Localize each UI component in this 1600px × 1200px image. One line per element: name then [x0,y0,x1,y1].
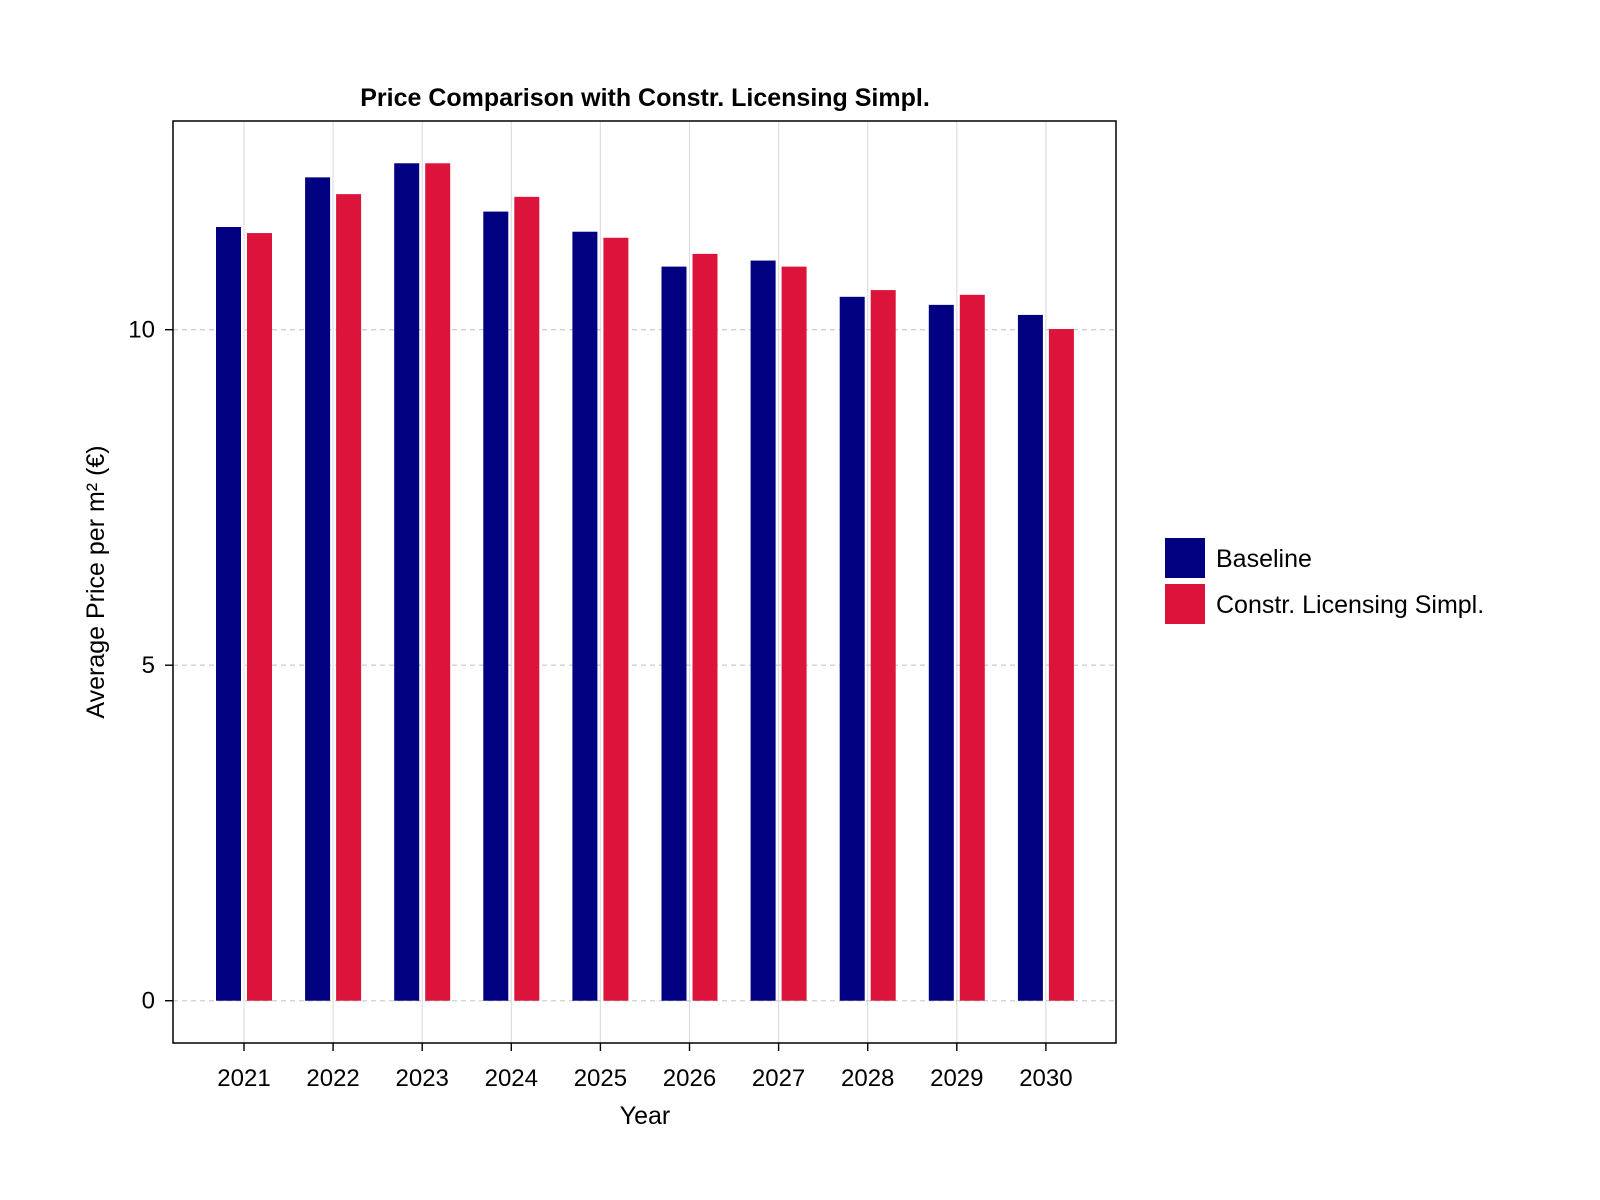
legend-label: Constr. Licensing Simpl. [1216,591,1484,619]
legend-swatch [1165,584,1205,624]
x-tick-label: 2028 [841,1065,894,1092]
axis-ticks: 2021 2022 2023 2024 2025 2026 2027 2028 2029 2030… [128,317,1072,1092]
bar [928,304,954,1001]
bar [305,177,331,1001]
y-tick-label: 5 [142,652,155,679]
bar [483,211,509,1001]
bars [216,163,1074,1001]
y-axis-label: Average Price per m² (€) [82,445,110,718]
bar [839,296,865,1001]
x-tick-label: 2026 [663,1065,716,1092]
bar [603,237,629,1001]
bar [750,260,776,1001]
x-axis-label: Year [620,1102,671,1130]
plot-frame [172,120,1117,1044]
bar [692,253,718,1001]
x-tick-label: 2029 [930,1065,983,1092]
y-tick-label: 10 [128,317,155,344]
bar [959,294,985,1001]
bar [1048,329,1074,1001]
x-tick-label: 2022 [306,1065,359,1092]
bar [870,290,896,1001]
bar [572,231,598,1001]
y-tick-label: 0 [142,988,155,1015]
x-tick-label: 2025 [574,1065,627,1092]
bar [781,266,807,1001]
bar [425,163,451,1001]
bar [394,163,420,1001]
legend-swatch [1165,538,1205,578]
grid [173,121,1116,1043]
legend: Baseline Constr. Licensing Simpl. [1165,538,1484,624]
bar [247,233,272,1001]
x-tick-label: 2030 [1019,1065,1072,1092]
legend-label: Baseline [1216,545,1312,573]
bar [336,194,362,1001]
x-tick-label: 2027 [752,1065,805,1092]
bar [216,227,241,1001]
bar [661,266,687,1001]
x-tick-label: 2021 [217,1065,270,1092]
chart-title: Price Comparison with Constr. Licensing … [360,84,930,112]
bar [1017,314,1043,1001]
x-tick-label: 2024 [485,1065,538,1092]
bar [514,196,540,1001]
x-tick-label: 2023 [396,1065,449,1092]
